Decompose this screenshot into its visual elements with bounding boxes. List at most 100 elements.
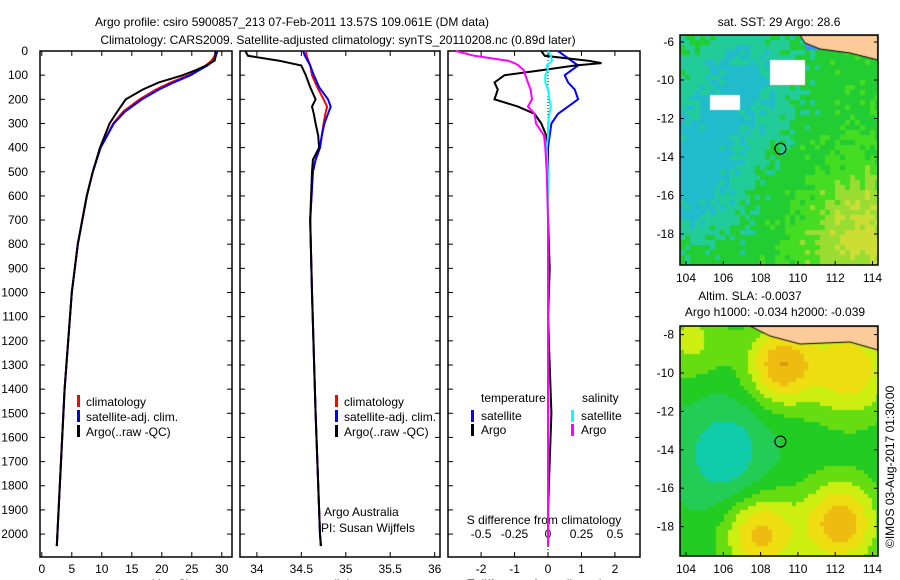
t-diff-argo-line <box>493 50 602 547</box>
y-tick-label: 300 <box>8 116 28 130</box>
x-tick-label: 25 <box>185 562 199 576</box>
x-tick-label: 15 <box>125 562 139 576</box>
legend-label: satellite-adj. clim. <box>344 410 436 424</box>
figure-title-line1: Argo profile: csiro 5900857_213 07-Feb-2… <box>95 15 489 29</box>
salinity-profile-frame <box>239 50 441 558</box>
legend-title-temperature: temperature <box>481 391 546 405</box>
x-axis-label: T difference from climatology <box>467 577 621 580</box>
x-tick-label: 0 <box>38 562 45 576</box>
legend-title-salinity: salinity <box>582 391 619 405</box>
annotation-pi: PI: Susan Wijffels <box>321 521 415 535</box>
y-tick-label: 1800 <box>1 479 28 493</box>
y-tick-label: 2000 <box>1 527 28 541</box>
map-y-tick-label: -16 <box>657 189 675 203</box>
map-y-tick-label: -8 <box>663 328 674 342</box>
legend-label: Argo(..raw -QC) <box>86 425 171 439</box>
sst-map-image <box>680 35 878 265</box>
legend-swatch <box>77 425 80 437</box>
legend-swatch <box>77 410 80 422</box>
legend-swatch <box>335 410 338 422</box>
y-tick-label: 1500 <box>1 406 28 420</box>
x-tick-label: 5 <box>68 562 75 576</box>
map-y-tick-label: -10 <box>657 366 675 380</box>
map-y-tick-label: -16 <box>657 481 675 495</box>
legend-swatch <box>571 410 574 422</box>
legend-label: climatology <box>344 395 404 409</box>
map-x-tick-label: 106 <box>713 562 733 576</box>
y-tick-label: 100 <box>8 68 28 82</box>
x-tick-label: 0 <box>545 562 552 576</box>
y-tick-label: 0 <box>21 44 28 58</box>
x-tick-label: 10 <box>95 562 109 576</box>
legend-label: Argo <box>481 423 507 437</box>
map-x-tick-label: 104 <box>676 271 696 285</box>
legend-swatch <box>335 425 338 437</box>
x-tick-label: 30 <box>215 562 229 576</box>
map-y-tick-label: -10 <box>657 73 675 87</box>
map-y-tick-label: -14 <box>657 443 675 457</box>
s-diff-argo-line <box>455 50 549 547</box>
x-tick-label: 1 <box>578 562 585 576</box>
figure-title-line2: Climatology: CARS2009. Satellite-adjuste… <box>100 33 575 47</box>
map-x-tick-label: 106 <box>713 271 733 285</box>
x-axis-label: temperature (deg C) <box>82 577 190 580</box>
y-tick-label: 1100 <box>2 310 28 324</box>
y-tick-label: 400 <box>8 141 28 155</box>
x2-tick-label: -0.5 <box>471 527 492 541</box>
map-x-tick-label: 110 <box>788 271 807 285</box>
x-tick-label: 35 <box>339 562 353 576</box>
x-tick-label: -1 <box>509 562 520 576</box>
x-tick-label: 2 <box>612 562 619 576</box>
legend-label: Argo <box>581 423 607 437</box>
map-x-tick-label: 110 <box>788 562 807 576</box>
y-tick-label: 200 <box>8 92 28 106</box>
y-tick-label: 600 <box>8 189 28 203</box>
legend-label: satellite <box>481 409 522 423</box>
legend-swatch <box>335 395 338 407</box>
x-tick-label: -2 <box>476 562 487 576</box>
map-y-tick-label: -12 <box>657 404 675 418</box>
map-x-tick-label: 112 <box>826 271 845 285</box>
y-tick-label: 1300 <box>1 358 28 372</box>
y-tick-label: 700 <box>8 213 28 227</box>
map-x-tick-label: 108 <box>751 271 771 285</box>
y-tick-label: 1600 <box>1 430 28 444</box>
map-x-tick-label: 114 <box>863 271 882 285</box>
legend-label: satellite-adj. clim. <box>86 410 178 424</box>
x2-tick-label: 0.25 <box>570 527 594 541</box>
annotation-argo-australia: Argo Australia <box>324 505 399 519</box>
profile-line-argo-raw-qc- <box>55 50 217 547</box>
y-tick-label: 1400 <box>1 382 28 396</box>
argo-position-marker <box>774 435 787 448</box>
legend-label: Argo(..raw -QC) <box>344 425 429 439</box>
x-axis-label: salinity <box>322 577 359 580</box>
sst-map-title: sat. SST: 29 Argo: 28.6 <box>718 15 841 29</box>
map-x-tick-label: 104 <box>676 562 696 576</box>
x2-axis-label: S difference from climatology <box>467 513 622 527</box>
y-tick-label: 900 <box>8 261 28 275</box>
sla-map-subtitle: Argo h1000: -0.034 h2000: -0.039 <box>685 305 865 319</box>
map-x-tick-label: 114 <box>863 562 882 576</box>
legend-swatch <box>471 424 474 436</box>
credit-label: ©IMOS 03-Aug-2017 01:30:00 <box>883 385 897 548</box>
x2-tick-label: 0.5 <box>607 527 624 541</box>
y-tick-label: 800 <box>8 237 28 251</box>
legend-label: climatology <box>86 395 146 409</box>
map-x-tick-label: 112 <box>826 562 845 576</box>
y-tick-label: 500 <box>8 165 28 179</box>
map-x-tick-label: 108 <box>751 562 771 576</box>
legend-swatch <box>471 410 474 422</box>
temperature-profile-frame <box>39 50 233 558</box>
legend-swatch <box>571 424 574 436</box>
legend-label: satellite <box>581 409 622 423</box>
y-tick-label: 1000 <box>1 286 28 300</box>
y-tick-label: 1700 <box>1 455 28 469</box>
x-tick-label: 34 <box>250 562 264 576</box>
sst-map-frame <box>679 34 879 266</box>
x2-tick-label: -0.25 <box>501 527 529 541</box>
x-tick-label: 20 <box>155 562 169 576</box>
x-tick-label: 34.5 <box>290 562 314 576</box>
